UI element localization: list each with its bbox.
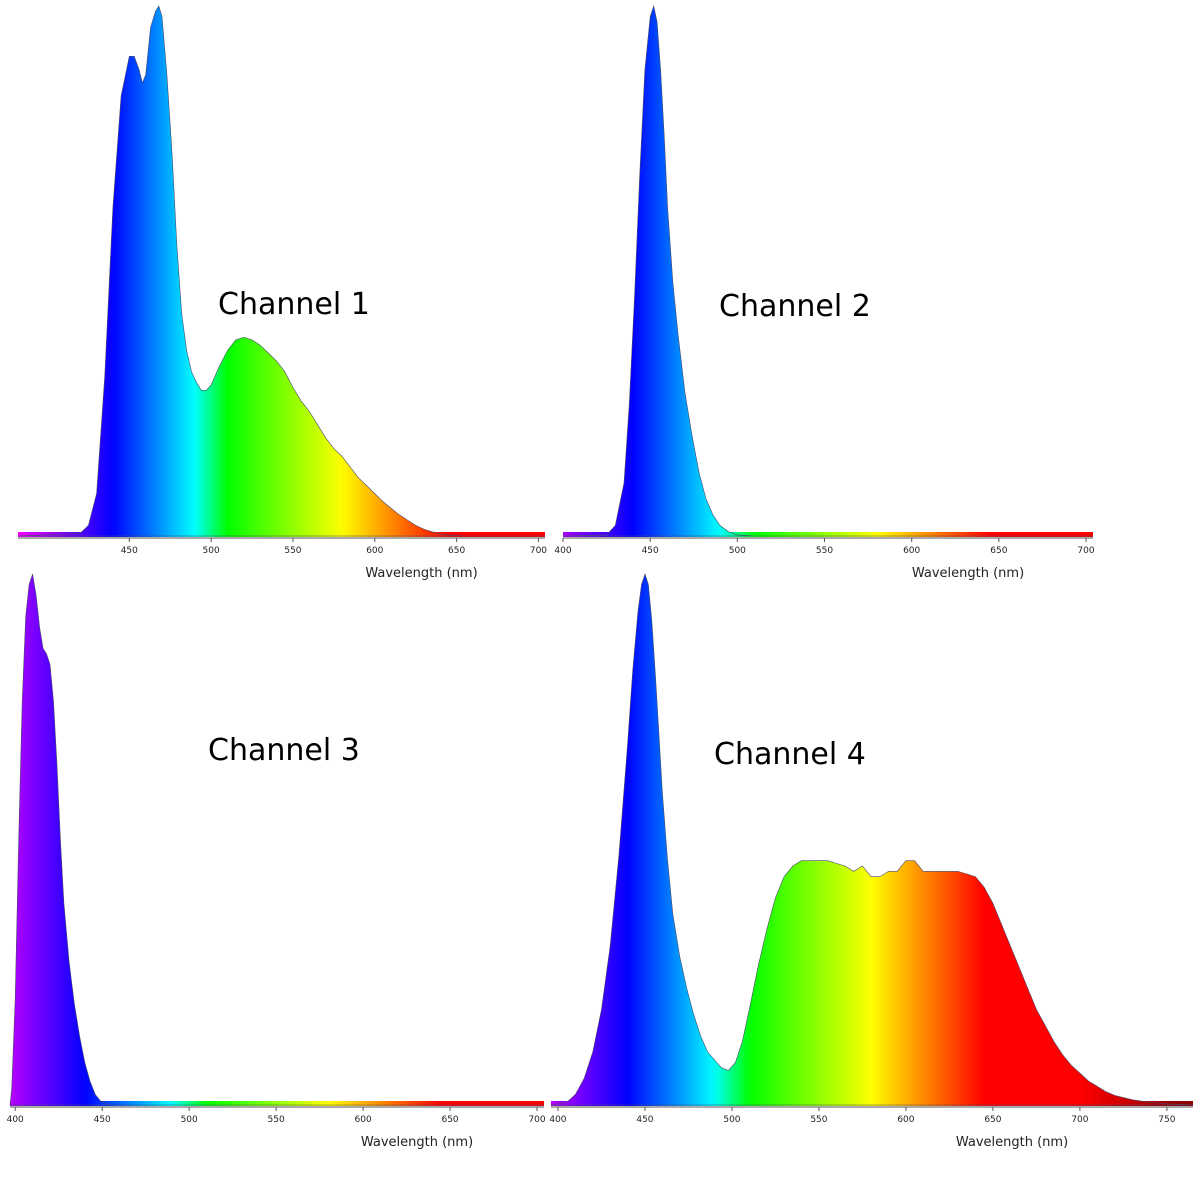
x-axis-label: Wavelength (nm) bbox=[956, 1135, 1068, 1150]
x-tick-label: 700 bbox=[1077, 546, 1094, 556]
x-tick-label: 700 bbox=[1071, 1115, 1088, 1125]
spectrum-area-series-1 bbox=[562, 4, 1093, 537]
x-tick-label: 550 bbox=[284, 546, 301, 556]
panel-title: Channel 3 bbox=[208, 733, 360, 768]
x-tick-label: 650 bbox=[990, 546, 1007, 556]
x-tick-label: 550 bbox=[268, 1115, 285, 1125]
x-tick-label: 400 bbox=[7, 1115, 24, 1125]
x-tick-label: 600 bbox=[903, 546, 920, 556]
x-tick-label: 500 bbox=[203, 546, 220, 556]
x-tick-label: 400 bbox=[554, 546, 571, 556]
x-tick-label: 650 bbox=[984, 1115, 1001, 1125]
x-axis-label: Wavelength (nm) bbox=[361, 1135, 473, 1150]
x-tick-label: 600 bbox=[355, 1115, 372, 1125]
x-tick-label: 400 bbox=[549, 1115, 566, 1125]
x-tick-label: 550 bbox=[816, 546, 833, 556]
x-tick-label: 500 bbox=[723, 1115, 740, 1125]
x-tick-label: 550 bbox=[810, 1115, 827, 1125]
x-tick-label: 700 bbox=[530, 546, 547, 556]
x-axis-label: Wavelength (nm) bbox=[365, 566, 477, 581]
chart-panel-4: 400 450 500 550 600 650 700 750 Wavelength (nm) C… bbox=[549, 573, 1194, 1150]
chart-panel-3: 400 450 500 550 600 650 700 Wavelength (nm) Chan… bbox=[7, 573, 546, 1150]
x-tick-label: 600 bbox=[897, 1115, 914, 1125]
spectrum-area-series-1 bbox=[9, 573, 544, 1106]
x-tick-label: 700 bbox=[528, 1115, 545, 1125]
x-tick-label: 450 bbox=[94, 1115, 111, 1125]
x-axis-label: Wavelength (nm) bbox=[912, 566, 1024, 581]
x-tick-label: 600 bbox=[366, 546, 383, 556]
panel-title: Channel 1 bbox=[218, 287, 370, 322]
spectrum-baseline-bar bbox=[563, 532, 1093, 537]
x-tick-label: 650 bbox=[441, 1115, 458, 1125]
panel-title: Channel 2 bbox=[719, 289, 871, 324]
chart-panel-2: 400 450 500 550 600 650 700 Wavelength (nm) Chan… bbox=[554, 4, 1095, 581]
x-tick-label: 450 bbox=[636, 1115, 653, 1125]
spectrum-area-series-1 bbox=[550, 573, 1194, 1106]
chart-panel-1: 450 500 550 600 650 700 Wavelength (nm) Channel… bbox=[17, 5, 547, 581]
spectrum-area-series-1 bbox=[17, 5, 545, 537]
x-tick-label: 500 bbox=[181, 1115, 198, 1125]
spectrum-baseline-bar bbox=[10, 1101, 544, 1106]
x-tick-label: 650 bbox=[448, 546, 465, 556]
x-tick-label: 750 bbox=[1158, 1115, 1175, 1125]
x-tick-label: 450 bbox=[642, 546, 659, 556]
x-tick-label: 500 bbox=[729, 546, 746, 556]
panel-title: Channel 4 bbox=[714, 737, 866, 772]
x-tick-label: 450 bbox=[121, 546, 138, 556]
